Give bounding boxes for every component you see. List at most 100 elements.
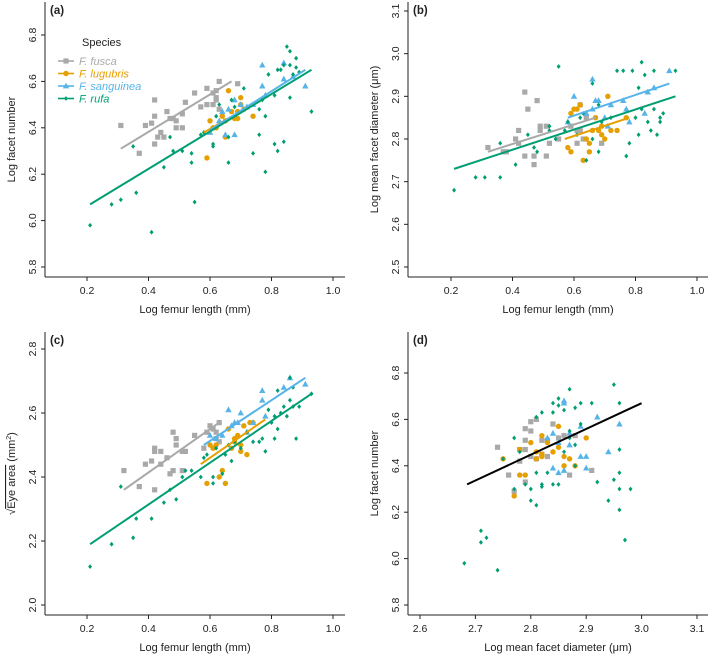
- data-point-square: [539, 437, 545, 443]
- data-point-square: [121, 468, 127, 474]
- data-point-diamond: [281, 62, 286, 68]
- data-point-diamond: [633, 115, 638, 121]
- data-point-diamond: [553, 136, 558, 142]
- data-point-square: [534, 98, 540, 104]
- x-tick-label: 0.8: [264, 623, 279, 635]
- data-point-square: [555, 435, 562, 441]
- data-point-circle: [213, 442, 219, 448]
- data-point-triangle: [280, 75, 287, 82]
- data-point-diamond: [189, 468, 194, 473]
- data-point-square: [173, 436, 179, 442]
- data-point-triangle: [222, 131, 229, 138]
- data-point-circle: [544, 439, 551, 446]
- data-point-diamond: [211, 474, 216, 480]
- data-point-square: [158, 448, 164, 454]
- data-point-diamond: [617, 470, 622, 476]
- y-tick-label: 6.2: [27, 167, 39, 182]
- data-point-triangle: [616, 420, 623, 427]
- data-point-square: [537, 127, 543, 134]
- data-point-diamond: [617, 400, 622, 406]
- y-tick-label: 5.8: [27, 260, 39, 275]
- data-point-triangle: [280, 384, 287, 390]
- data-point-diamond: [189, 160, 194, 165]
- series-f--rufa: [462, 382, 633, 573]
- legend-label: F. sanguinea: [79, 81, 141, 93]
- data-point-diamond: [109, 201, 114, 207]
- data-point-diamond: [275, 148, 280, 154]
- data-point-diamond: [257, 439, 262, 445]
- data-point-circle: [63, 70, 69, 77]
- data-point-diamond: [478, 528, 483, 534]
- x-tick-label: 2.7: [468, 623, 483, 635]
- data-point-diamond: [174, 497, 179, 502]
- data-point-diamond: [149, 516, 154, 521]
- data-point-square: [213, 97, 219, 103]
- data-point-diamond: [495, 567, 500, 573]
- data-point-square: [528, 428, 534, 434]
- x-tick-label: 0.6: [567, 285, 582, 297]
- data-point-diamond: [275, 388, 280, 393]
- data-point-diamond: [284, 44, 289, 49]
- data-point-diamond: [291, 72, 296, 77]
- data-point-square: [522, 89, 528, 95]
- data-point-diamond: [275, 426, 280, 432]
- data-point-square: [485, 144, 491, 151]
- data-point-diamond: [161, 164, 166, 170]
- y-tick-label: 6.0: [390, 551, 402, 566]
- data-point-diamond: [168, 134, 173, 140]
- overall-fit-line: [466, 402, 643, 486]
- data-point-diamond: [257, 106, 262, 112]
- data-point-diamond: [617, 507, 622, 513]
- data-point-diamond: [534, 470, 539, 476]
- x-tick-label: 0.2: [80, 285, 95, 297]
- data-point-diamond: [550, 400, 555, 406]
- data-point-circle: [528, 439, 534, 446]
- data-point-triangle: [623, 105, 630, 112]
- data-point-diamond: [617, 447, 622, 452]
- y-axis-label: Log facet number: [369, 430, 381, 516]
- data-point-square: [164, 455, 170, 461]
- data-point-square: [599, 140, 605, 146]
- data-point-square: [517, 458, 523, 464]
- data-point-square: [207, 423, 213, 429]
- data-point-diamond: [263, 449, 268, 454]
- data-point-triangle: [605, 448, 612, 455]
- data-point-diamond: [556, 64, 561, 69]
- data-point-diamond: [513, 162, 518, 167]
- y-axis-label: √Eye area (mm2): [6, 432, 18, 515]
- data-point-diamond: [567, 386, 572, 392]
- data-point-diamond: [562, 128, 567, 133]
- data-point-diamond: [584, 157, 589, 163]
- data-point-circle: [522, 472, 528, 478]
- data-point-square: [198, 104, 204, 110]
- y-axis-label-sup: 2: [6, 436, 13, 440]
- y-axis-label-unit: (mm: [6, 440, 18, 465]
- data-point-square: [173, 125, 179, 131]
- data-point-diamond: [661, 111, 666, 116]
- data-point-square: [216, 106, 222, 112]
- data-point-diamond: [294, 436, 299, 441]
- data-point-diamond: [617, 486, 622, 492]
- data-point-square: [152, 141, 158, 147]
- data-point-triangle: [560, 399, 568, 406]
- data-point-triangle: [212, 435, 220, 441]
- panel-letter: (a): [50, 5, 64, 17]
- data-point-square: [148, 120, 155, 126]
- data-point-diamond: [606, 498, 611, 503]
- data-point-triangle: [259, 396, 266, 403]
- data-point-circle: [583, 435, 589, 441]
- data-point-square: [544, 453, 551, 460]
- data-point-triangle: [570, 92, 578, 99]
- data-point-square: [561, 433, 567, 439]
- data-point-circle: [602, 136, 608, 142]
- fit-line-f--sanguinea: [203, 376, 306, 446]
- data-point-diamond: [573, 405, 578, 411]
- data-point-square: [63, 58, 69, 64]
- legend-entry: F. fusca: [58, 56, 117, 68]
- y-tick-label: 6.2: [390, 505, 402, 520]
- data-point-diamond: [615, 68, 620, 74]
- data-point-diamond: [309, 109, 314, 114]
- data-point-square: [192, 90, 198, 96]
- series-f--fusca: [485, 89, 605, 168]
